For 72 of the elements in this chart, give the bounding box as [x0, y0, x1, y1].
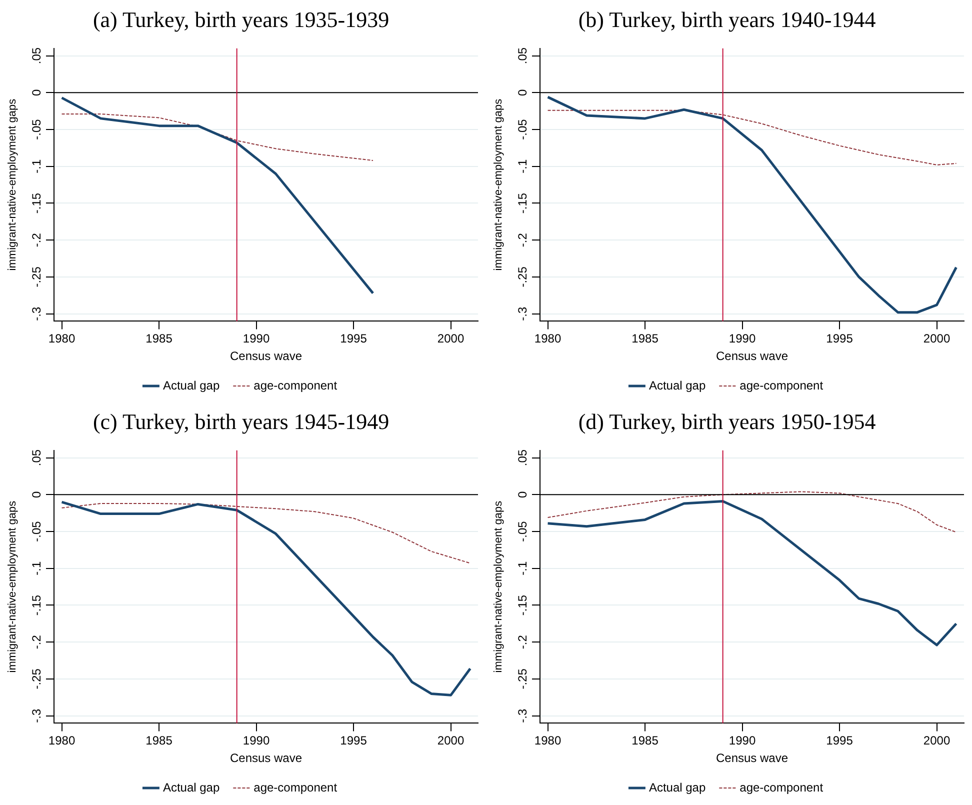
- y-tick-label: -.25: [29, 266, 44, 288]
- x-axis-title: Census wave: [716, 349, 788, 364]
- y-tick-label: -.25: [515, 668, 530, 690]
- legend-label: Actual gap: [648, 780, 706, 794]
- y-tick-label: -.15: [515, 594, 530, 616]
- y-tick-label: -.2: [515, 634, 530, 650]
- x-tick-label: 1985: [146, 332, 173, 346]
- x-tick-label: 1980: [534, 332, 562, 346]
- chart-title: (d) Turkey, birth years 1950-1954: [578, 408, 876, 434]
- x-tick-label: 1990: [728, 734, 756, 748]
- x-tick-label: 1995: [340, 332, 368, 346]
- x-tick-label: 1980: [48, 734, 76, 748]
- y-tick-label: -.05: [515, 118, 530, 140]
- y-tick-label: -.05: [29, 520, 44, 542]
- chart-title: (c) Turkey, birth years 1945-1949: [92, 408, 390, 434]
- y-tick-label: 0: [515, 490, 530, 498]
- x-tick-label: 2000: [437, 332, 464, 346]
- y-tick-label: .05: [515, 449, 530, 466]
- y-tick-label: -.1: [515, 561, 530, 576]
- x-tick-label: 2000: [923, 332, 950, 346]
- x-tick-label: 1980: [534, 734, 562, 748]
- x-tick-label: 1995: [826, 332, 854, 346]
- y-tick-label: -.2: [515, 232, 530, 248]
- y-tick-label: .05: [515, 47, 530, 64]
- y-tick-label: .05: [29, 449, 44, 466]
- x-tick-label: 2000: [437, 734, 464, 748]
- x-tick-label: 1995: [340, 734, 368, 748]
- chart-title: (a) Turkey, birth years 1935-1939: [92, 6, 390, 32]
- x-axis-title: Census wave: [230, 349, 302, 364]
- x-tick-label: 2000: [923, 734, 950, 748]
- y-tick-label: 0: [29, 490, 44, 498]
- y-tick-label: -.05: [29, 118, 44, 140]
- y-tick-label: -.2: [29, 634, 44, 650]
- y-tick-label: -.3: [515, 708, 530, 723]
- y-tick-label: -.25: [515, 266, 530, 288]
- legend-label: age-component: [254, 378, 338, 392]
- legend-label: age-component: [740, 780, 824, 794]
- y-axis-title: immigrant-native-employment gaps: [6, 500, 19, 673]
- y-tick-label: .05: [29, 47, 44, 64]
- y-tick-label: -.1: [29, 159, 44, 174]
- legend-label: Actual gap: [648, 378, 706, 392]
- y-tick-label: -.3: [515, 306, 530, 321]
- y-tick-label: -.2: [29, 232, 44, 248]
- x-tick-label: 1990: [242, 332, 270, 346]
- x-axis-title: Census wave: [230, 751, 302, 766]
- x-tick-label: 1985: [146, 734, 173, 748]
- y-tick-label: 0: [515, 88, 530, 96]
- y-tick-label: -.05: [515, 520, 530, 542]
- y-axis-title: immigrant-native-employment gaps: [492, 500, 505, 673]
- x-tick-label: 1985: [632, 734, 659, 748]
- legend-label: age-component: [254, 780, 338, 794]
- x-tick-label: 1990: [728, 332, 756, 346]
- x-axis-title: Census wave: [716, 751, 788, 766]
- y-tick-label: -.15: [515, 192, 530, 214]
- y-tick-label: -.3: [29, 708, 44, 723]
- y-axis-title: immigrant-native-employment gaps: [492, 98, 505, 271]
- legend-label: age-component: [740, 378, 824, 392]
- y-tick-label: -.1: [29, 561, 44, 576]
- legend-label: Actual gap: [162, 780, 220, 794]
- y-tick-label: 0: [29, 88, 44, 96]
- y-tick-label: -.15: [29, 594, 44, 616]
- y-tick-label: -.1: [515, 159, 530, 174]
- y-tick-label: -.15: [29, 192, 44, 214]
- y-tick-label: -.25: [29, 668, 44, 690]
- legend-label: Actual gap: [162, 378, 220, 392]
- x-tick-label: 1985: [632, 332, 659, 346]
- chart-title: (b) Turkey, birth years 1940-1944: [578, 6, 876, 32]
- x-tick-label: 1980: [48, 332, 76, 346]
- x-tick-label: 1995: [826, 734, 854, 748]
- y-axis-title: immigrant-native-employment gaps: [6, 98, 19, 271]
- x-tick-label: 1990: [242, 734, 270, 748]
- y-tick-label: -.3: [29, 306, 44, 321]
